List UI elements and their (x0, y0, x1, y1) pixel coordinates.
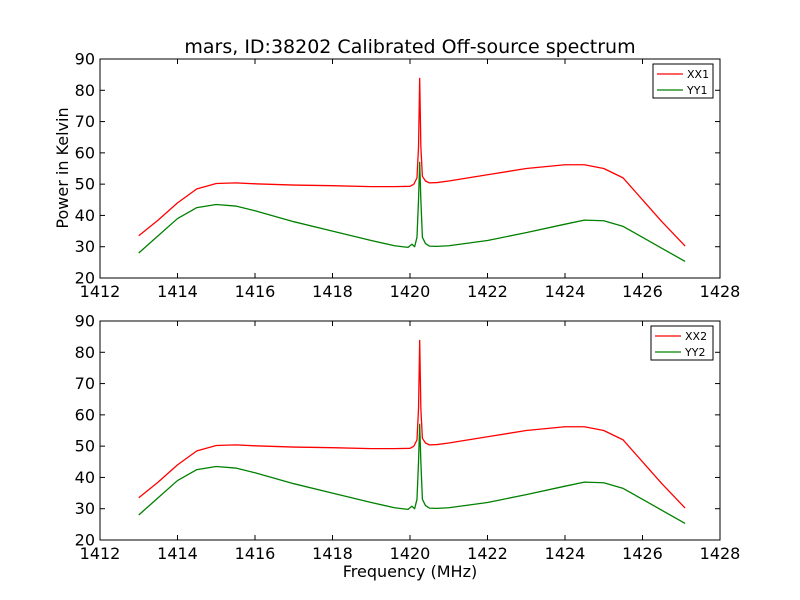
y-tick-label: 90 (75, 50, 95, 69)
x-tick-label: 1420 (390, 544, 431, 563)
y-tick-label: 40 (75, 468, 95, 487)
plot-area (100, 321, 720, 540)
top-chart-panel: mars, ID:38202 Calibrated Off-source spe… (53, 36, 740, 301)
legend-label-xx1: XX1 (687, 68, 709, 81)
y-tick-label: 20 (75, 269, 95, 288)
x-tick-label: 1420 (390, 282, 431, 301)
x-tick-label: 1428 (700, 282, 741, 301)
x-tick-label: 1428 (700, 544, 741, 563)
x-tick-label: 1418 (312, 544, 353, 563)
y-tick-label: 90 (75, 312, 95, 331)
x-tick-label: 1416 (235, 544, 276, 563)
y-tick-label: 30 (75, 499, 95, 518)
legend-label-yy2: YY2 (684, 346, 705, 359)
bottom-chart-panel: Frequency (MHz) 1412 1414 1416 1418 1420 1422… (75, 312, 741, 582)
y-tick-label: 60 (75, 405, 95, 424)
x-tick-label: 1422 (467, 282, 508, 301)
y-tick-label: 80 (75, 81, 95, 100)
x-tick-label: 1418 (312, 282, 353, 301)
legend-label-xx2: XX2 (685, 330, 707, 343)
plot-area (100, 59, 720, 278)
legend-box (652, 63, 714, 99)
x-tick-label: 1414 (157, 544, 198, 563)
x-tick-label: 1426 (622, 282, 663, 301)
y-tick-label: 50 (75, 175, 95, 194)
x-tick-label: 1424 (545, 282, 586, 301)
y-tick-label: 50 (75, 437, 95, 456)
series-line-yy2 (138, 423, 686, 524)
series-line-xx2 (138, 339, 686, 509)
legend-box (650, 325, 714, 361)
x-axis-label: Frequency (MHz) (343, 562, 477, 581)
y-tick-label: 60 (75, 143, 95, 162)
y-axis-label: Power in Kelvin (53, 107, 72, 228)
x-tick-label: 1426 (622, 544, 663, 563)
x-tick-label: 1414 (157, 282, 198, 301)
chart-title: mars, ID:38202 Calibrated Off-source spe… (184, 36, 635, 58)
series-line-xx1 (138, 77, 686, 247)
y-tick-label: 80 (75, 343, 95, 362)
y-tick-label: 40 (75, 206, 95, 225)
y-tick-label: 70 (75, 112, 95, 131)
legend-label-yy1: YY1 (686, 84, 707, 97)
x-tick-label: 1422 (467, 544, 508, 563)
y-tick-label: 30 (75, 237, 95, 256)
x-tick-label: 1424 (545, 544, 586, 563)
y-tick-label: 20 (75, 531, 95, 550)
x-tick-label: 1412 (80, 282, 121, 301)
x-tick-label: 1412 (80, 544, 121, 563)
x-tick-label: 1416 (235, 282, 276, 301)
series-line-yy1 (138, 161, 686, 262)
y-tick-label: 70 (75, 374, 95, 393)
